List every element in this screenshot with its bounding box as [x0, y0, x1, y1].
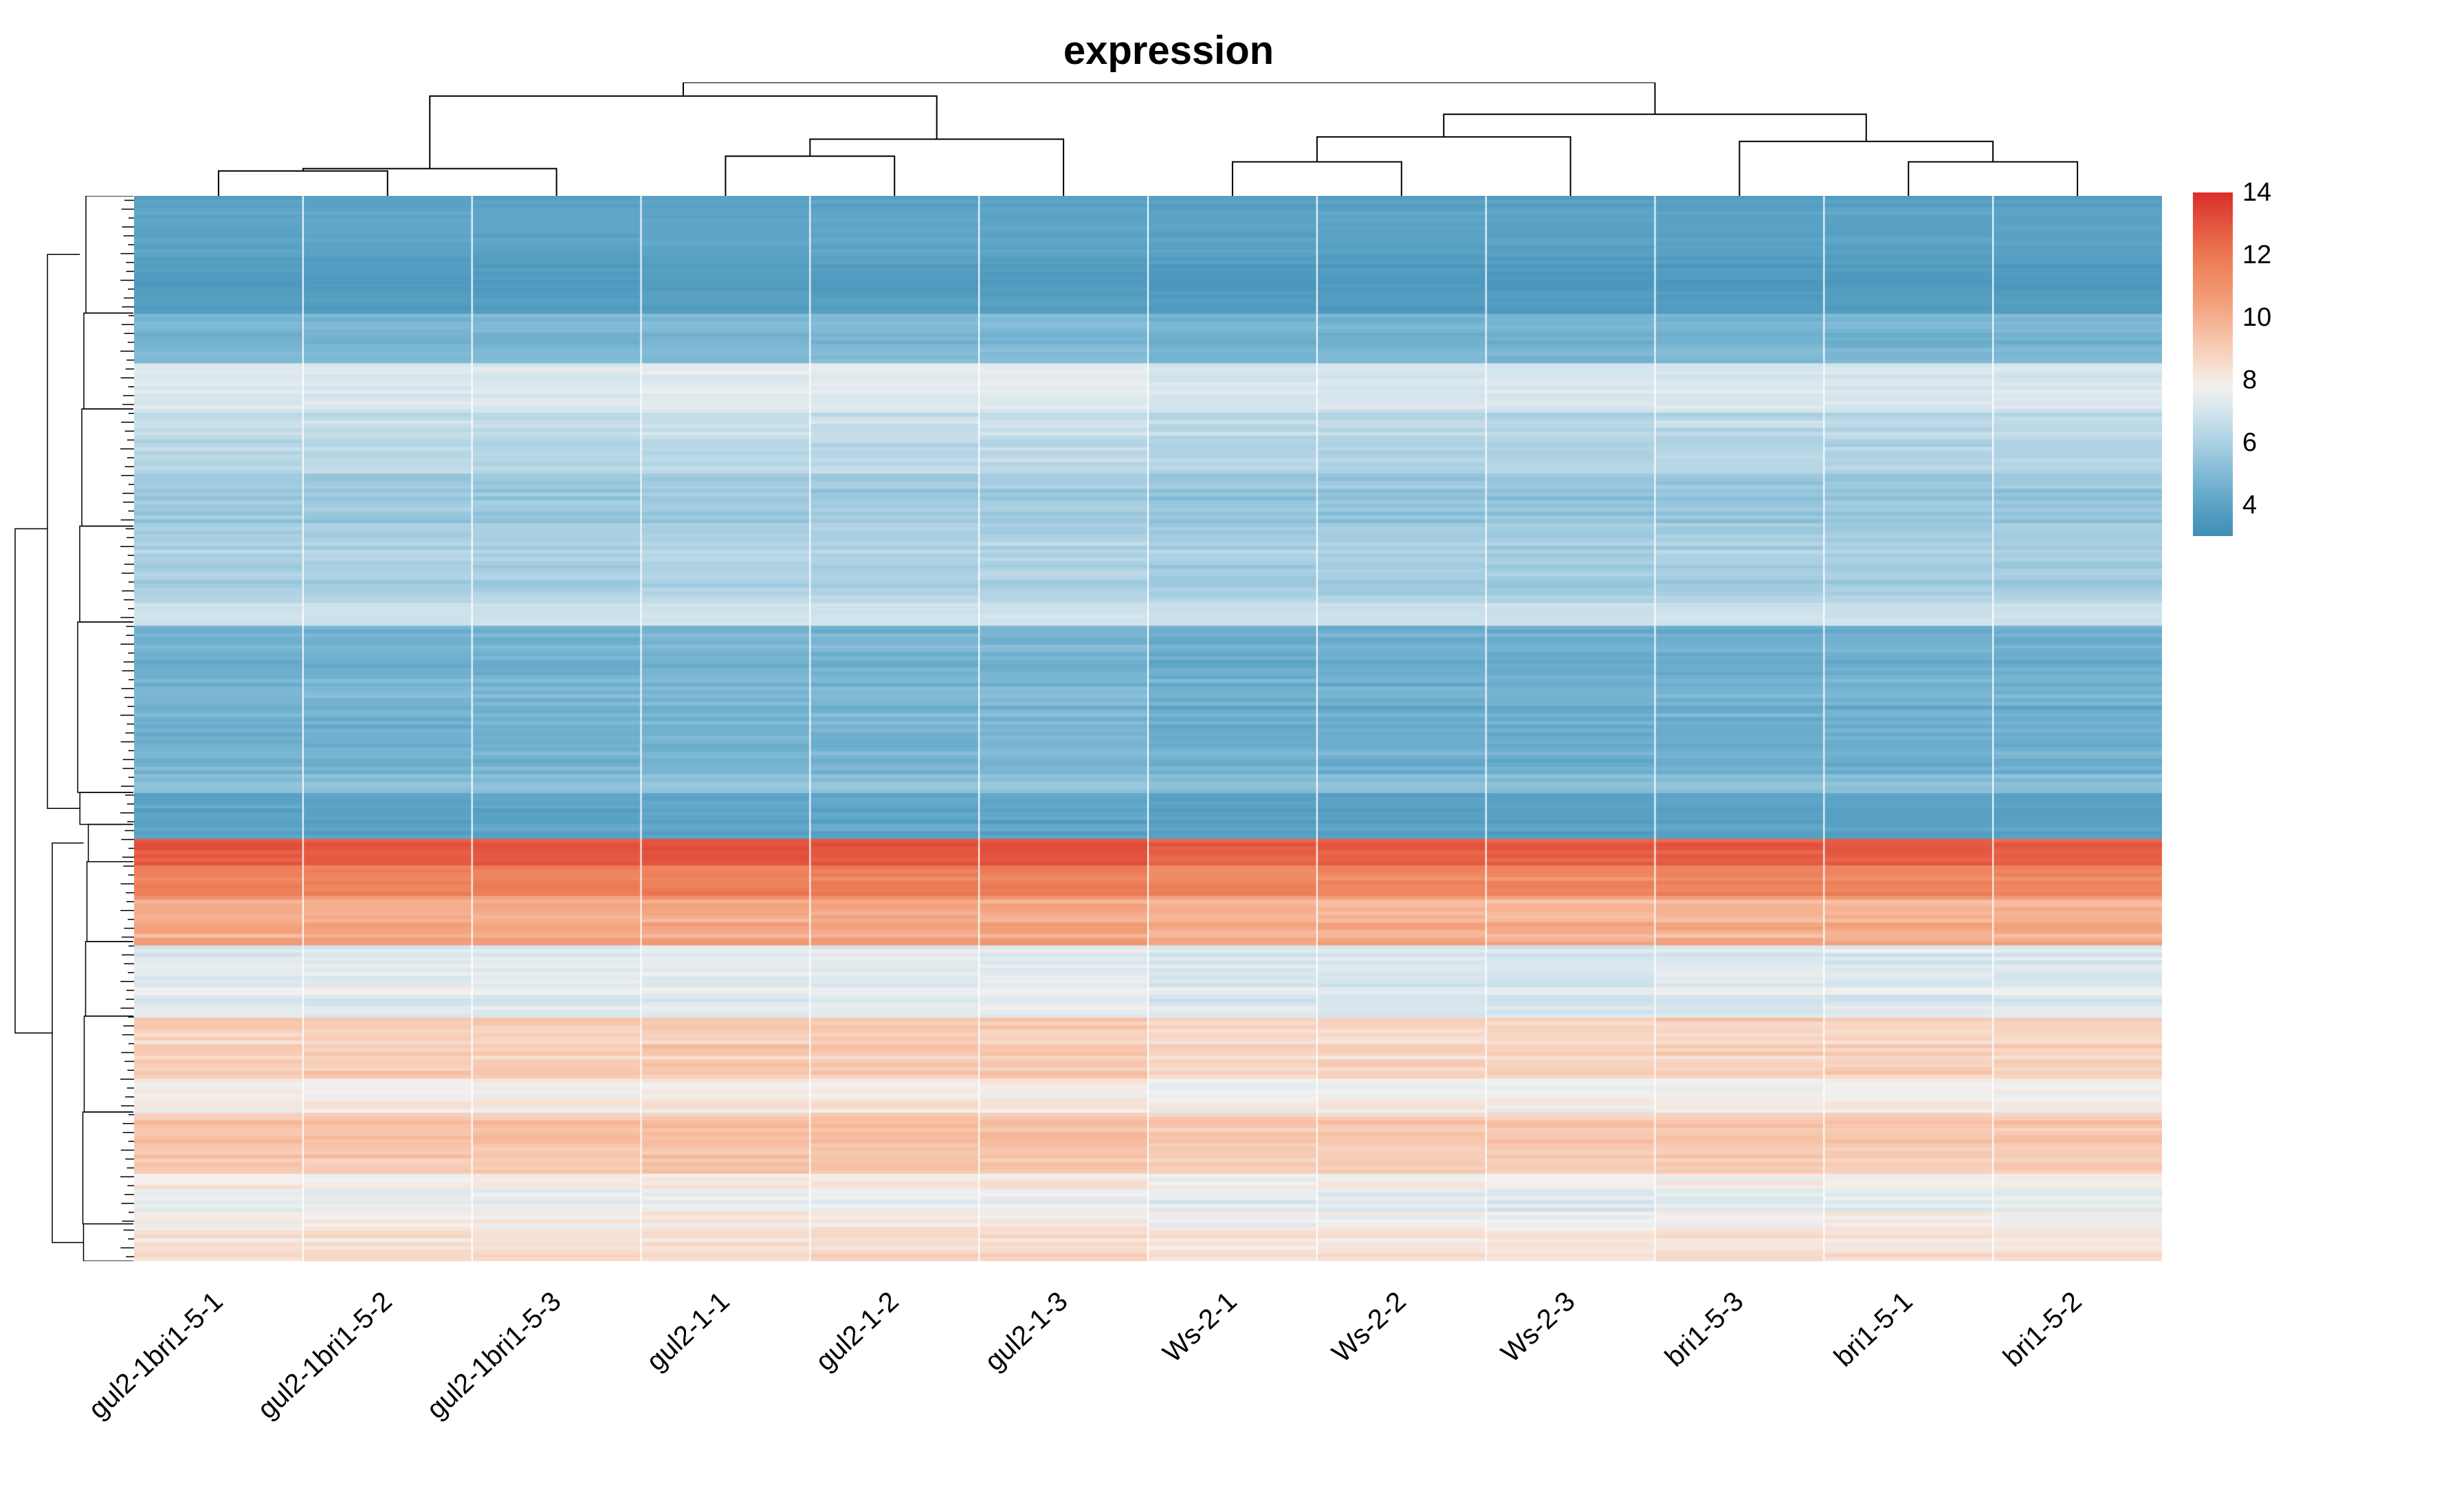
chart-container: expression gul2-1bri1-5-1gul2-1bri1-5-2g…	[0, 0, 2461, 1512]
column-label: gul2-1-1	[641, 1286, 736, 1377]
column-dendrogram	[134, 82, 2162, 196]
legend-tick: 12	[2242, 241, 2271, 270]
legend-tick: 6	[2242, 428, 2257, 458]
column-label: bri1-5-1	[1829, 1286, 1919, 1373]
column-label: gul2-1bri1-5-2	[252, 1286, 398, 1425]
legend-tick: 14	[2242, 178, 2271, 208]
legend-tick: 4	[2242, 491, 2257, 520]
column-label: gul2-1-2	[810, 1286, 905, 1377]
column-label: Ws-2-2	[1326, 1286, 1412, 1369]
color-legend: 468101214	[2193, 192, 2315, 536]
column-label: Ws-2-3	[1495, 1286, 1581, 1369]
column-label: Ws-2-1	[1157, 1286, 1243, 1369]
column-label: gul2-1bri1-5-3	[421, 1286, 567, 1425]
column-label: bri1-5-3	[1659, 1286, 1750, 1373]
heatmap-matrix	[134, 196, 2162, 1261]
column-label: gul2-1bri1-5-1	[82, 1286, 229, 1425]
column-labels: gul2-1bri1-5-1gul2-1bri1-5-2gul2-1bri1-5…	[134, 1275, 2162, 1495]
column-label: gul2-1-3	[979, 1286, 1074, 1377]
legend-gradient	[2193, 192, 2233, 536]
legend-tick: 10	[2242, 303, 2271, 333]
column-label: bri1-5-2	[1998, 1286, 2088, 1373]
chart-title: expression	[962, 27, 1375, 74]
legend-tick: 8	[2242, 366, 2257, 395]
row-dendrogram	[14, 196, 134, 1261]
